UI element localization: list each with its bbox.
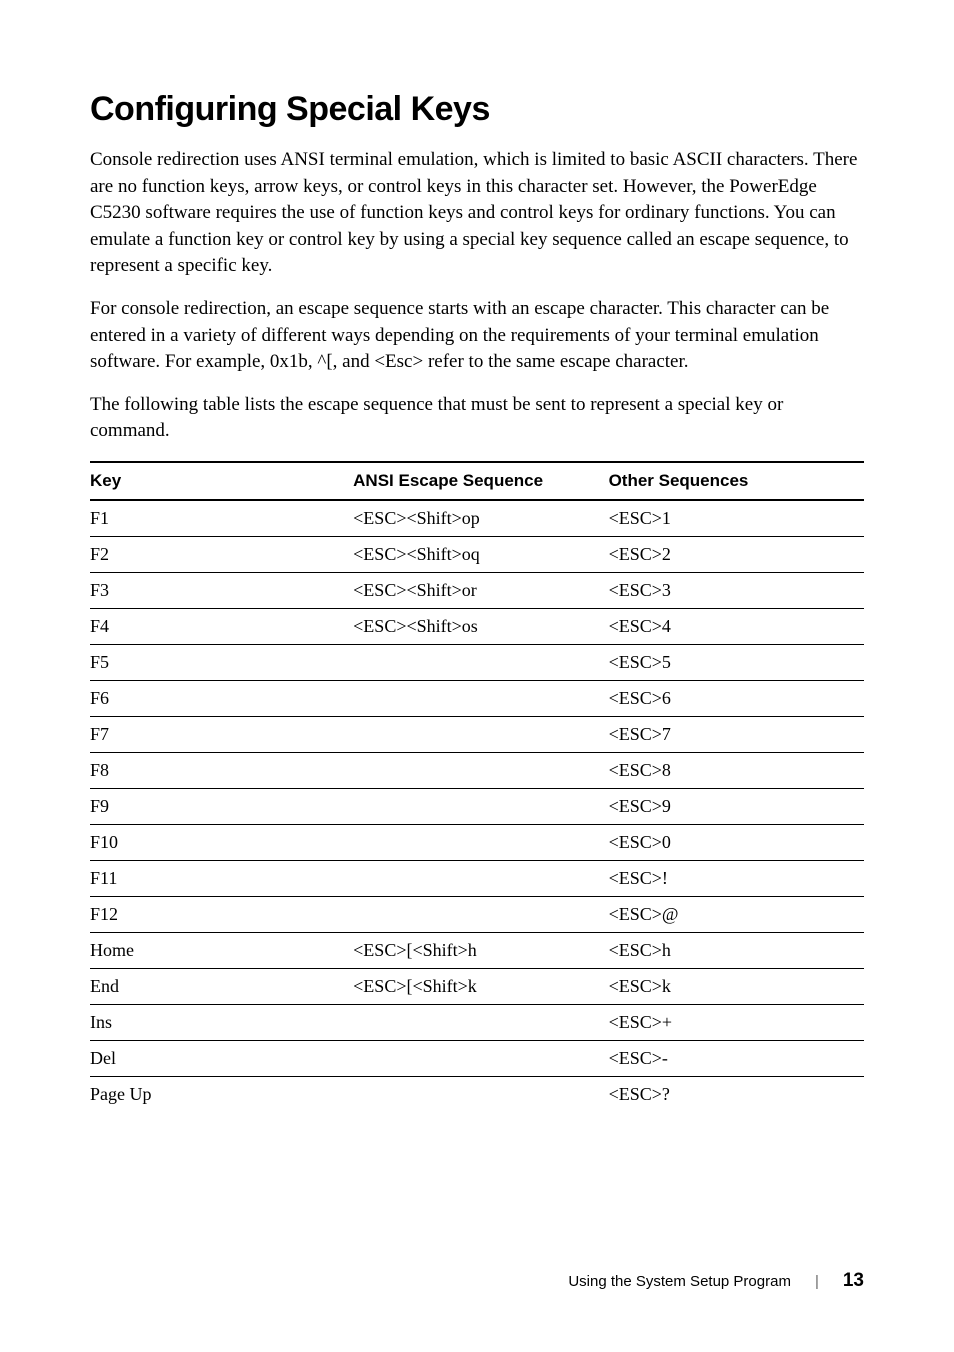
cell-ansi — [353, 788, 608, 824]
cell-key: F1 — [90, 500, 353, 537]
cell-ansi: <ESC><Shift>os — [353, 608, 608, 644]
cell-other: <ESC>2 — [609, 536, 864, 572]
cell-other: <ESC>+ — [609, 1004, 864, 1040]
table-row: F8 <ESC>8 — [90, 752, 864, 788]
cell-other: <ESC>! — [609, 860, 864, 896]
table-row: Home<ESC>[<Shift>h<ESC>h — [90, 932, 864, 968]
footer-separator: | — [815, 1273, 819, 1290]
table-header-row: Key ANSI Escape Sequence Other Sequences — [90, 462, 864, 500]
cell-other: <ESC>4 — [609, 608, 864, 644]
table-row: F11 <ESC>! — [90, 860, 864, 896]
table-row: F3<ESC><Shift>or<ESC>3 — [90, 572, 864, 608]
cell-other: <ESC>3 — [609, 572, 864, 608]
cell-ansi — [353, 644, 608, 680]
page-footer: Using the System Setup Program | 13 — [568, 1270, 864, 1292]
cell-other: <ESC>8 — [609, 752, 864, 788]
cell-key: Del — [90, 1040, 353, 1076]
cell-other: <ESC>6 — [609, 680, 864, 716]
col-header-ansi: ANSI Escape Sequence — [353, 462, 608, 500]
cell-ansi — [353, 896, 608, 932]
cell-key: F9 — [90, 788, 353, 824]
table-row: F9 <ESC>9 — [90, 788, 864, 824]
cell-ansi — [353, 1040, 608, 1076]
cell-ansi — [353, 1004, 608, 1040]
cell-key: F10 — [90, 824, 353, 860]
table-row: F7 <ESC>7 — [90, 716, 864, 752]
cell-other: <ESC>k — [609, 968, 864, 1004]
cell-ansi — [353, 680, 608, 716]
col-header-other: Other Sequences — [609, 462, 864, 500]
cell-key: Ins — [90, 1004, 353, 1040]
table-row: Ins <ESC>+ — [90, 1004, 864, 1040]
escape-sequence-table: Key ANSI Escape Sequence Other Sequences… — [90, 461, 864, 1112]
cell-key: F12 — [90, 896, 353, 932]
footer-section-title: Using the System Setup Program — [568, 1273, 791, 1290]
cell-ansi: <ESC><Shift>op — [353, 500, 608, 537]
cell-ansi — [353, 1076, 608, 1112]
cell-ansi: <ESC><Shift>oq — [353, 536, 608, 572]
cell-key: F2 — [90, 536, 353, 572]
table-row: End<ESC>[<Shift>k<ESC>k — [90, 968, 864, 1004]
cell-other: <ESC>9 — [609, 788, 864, 824]
cell-key: Home — [90, 932, 353, 968]
cell-other: <ESC>0 — [609, 824, 864, 860]
cell-ansi: <ESC>[<Shift>h — [353, 932, 608, 968]
table-row: F6 <ESC>6 — [90, 680, 864, 716]
cell-ansi — [353, 716, 608, 752]
cell-key: F5 — [90, 644, 353, 680]
cell-key: End — [90, 968, 353, 1004]
cell-ansi — [353, 824, 608, 860]
intro-paragraph-3: The following table lists the escape seq… — [90, 392, 864, 445]
cell-key: F7 — [90, 716, 353, 752]
cell-key: F8 — [90, 752, 353, 788]
cell-other: <ESC>1 — [609, 500, 864, 537]
footer-page-number: 13 — [843, 1270, 864, 1292]
cell-key: F4 — [90, 608, 353, 644]
col-header-key: Key — [90, 462, 353, 500]
table-row: Page Up <ESC>? — [90, 1076, 864, 1112]
cell-other: <ESC>h — [609, 932, 864, 968]
cell-key: F11 — [90, 860, 353, 896]
cell-key: Page Up — [90, 1076, 353, 1112]
cell-other: <ESC>- — [609, 1040, 864, 1076]
cell-ansi — [353, 752, 608, 788]
table-row: Del <ESC>- — [90, 1040, 864, 1076]
cell-other: <ESC>7 — [609, 716, 864, 752]
table-row: F12 <ESC>@ — [90, 896, 864, 932]
table-row: F5 <ESC>5 — [90, 644, 864, 680]
cell-other: <ESC>5 — [609, 644, 864, 680]
table-row: F2<ESC><Shift>oq<ESC>2 — [90, 536, 864, 572]
table-row: F1<ESC><Shift>op<ESC>1 — [90, 500, 864, 537]
cell-ansi: <ESC>[<Shift>k — [353, 968, 608, 1004]
intro-paragraph-2: For console redirection, an escape seque… — [90, 296, 864, 376]
cell-key: F6 — [90, 680, 353, 716]
table-row: F10 <ESC>0 — [90, 824, 864, 860]
intro-paragraph-1: Console redirection uses ANSI terminal e… — [90, 147, 864, 280]
cell-ansi — [353, 860, 608, 896]
cell-other: <ESC>? — [609, 1076, 864, 1112]
cell-other: <ESC>@ — [609, 896, 864, 932]
cell-key: F3 — [90, 572, 353, 608]
table-row: F4<ESC><Shift>os<ESC>4 — [90, 608, 864, 644]
page-heading: Configuring Special Keys — [90, 90, 864, 129]
cell-ansi: <ESC><Shift>or — [353, 572, 608, 608]
